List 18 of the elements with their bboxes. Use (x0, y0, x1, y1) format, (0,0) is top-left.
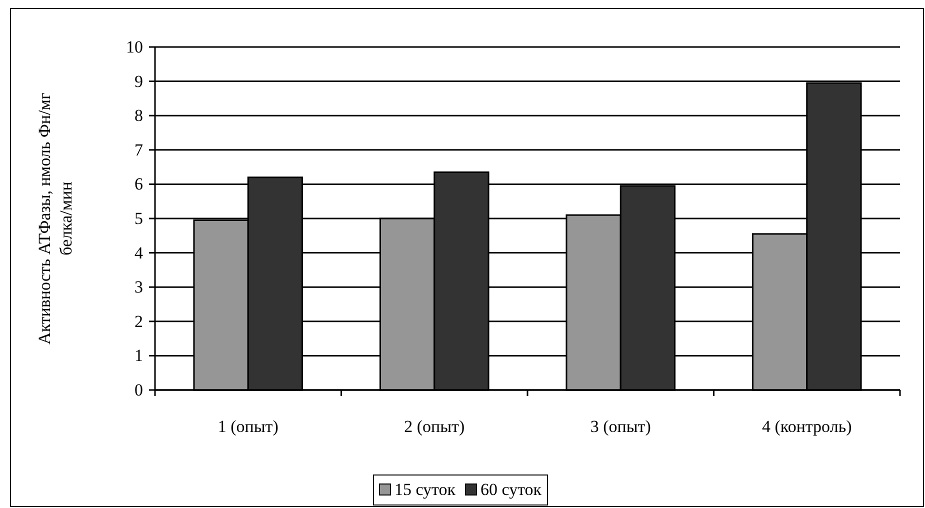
x-tick-label: 2 (опыт) (404, 417, 465, 436)
y-tick-label: 2 (134, 312, 143, 331)
y-tick-label: 1 (134, 346, 143, 366)
x-tick-label: 1 (опыт) (218, 417, 278, 436)
y-tick-label: 3 (134, 278, 143, 297)
y-tick-label: 4 (134, 243, 144, 262)
y-axis-title: Активность АТФазы, нмоль Фн/мг белка/мин (35, 92, 76, 344)
y-tick-label: 6 (134, 174, 143, 194)
legend-label: 15 суток (394, 480, 456, 499)
legend-label: 60 суток (480, 480, 542, 499)
y-tick-label: 5 (134, 208, 143, 228)
y-tick-label: 7 (134, 140, 144, 160)
x-tick-label: 4 (контроль) (762, 417, 852, 436)
y-tick-label: 10 (126, 37, 143, 56)
y-tick-label: 9 (134, 72, 143, 91)
y-tick-label: 0 (134, 380, 143, 400)
y-tick-label: 8 (134, 106, 143, 126)
x-tick-label: 3 (опыт) (590, 417, 651, 436)
